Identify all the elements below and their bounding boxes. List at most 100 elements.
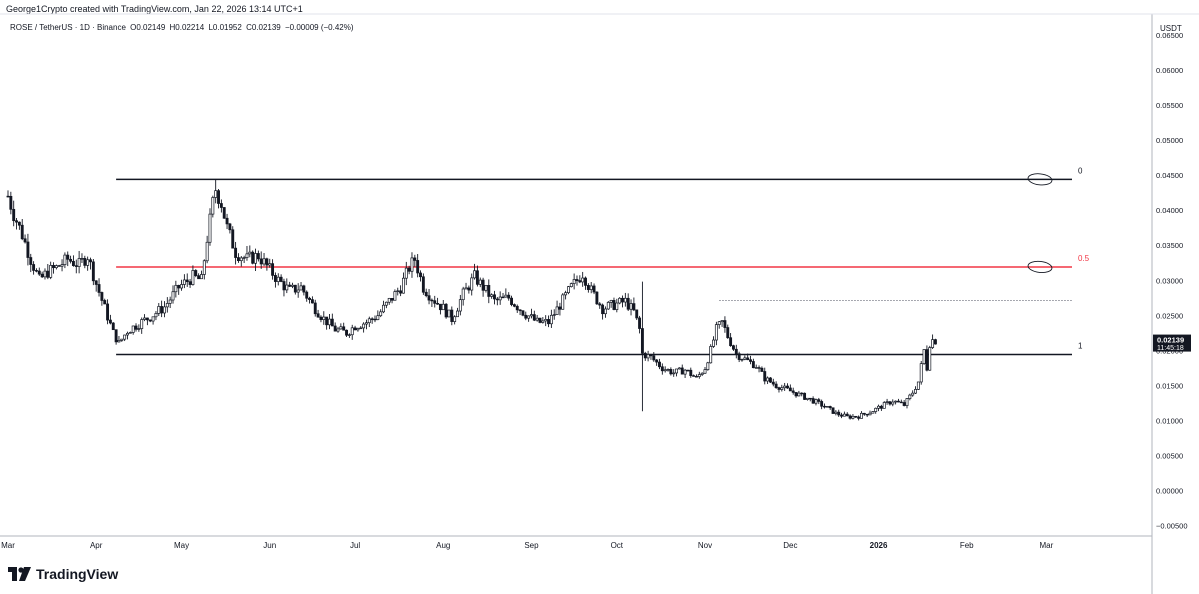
candle-body — [897, 400, 900, 403]
candle-body — [595, 291, 599, 305]
candle-body — [919, 363, 923, 383]
candle-body — [302, 285, 306, 293]
x-tick-label: Oct — [611, 541, 624, 550]
candle-body — [322, 316, 326, 320]
candle-body — [91, 261, 95, 282]
annotation-circle[interactable] — [1027, 173, 1053, 186]
candle-body — [751, 361, 755, 369]
x-tick-label: Feb — [960, 541, 974, 550]
y-tick-label: 0.02500 — [1156, 311, 1183, 320]
candle-body — [231, 229, 235, 249]
candle-body — [180, 284, 183, 289]
candle-body — [456, 310, 459, 318]
candle-body — [510, 297, 514, 305]
y-tick-label: 0.00500 — [1156, 451, 1183, 460]
candle-body — [29, 257, 33, 265]
candle-body — [811, 398, 815, 404]
candle-body — [293, 284, 297, 293]
candle-body — [268, 263, 272, 266]
candle-body — [89, 259, 92, 263]
candle-body — [840, 414, 844, 417]
candle-body — [933, 339, 937, 345]
candle-body — [393, 291, 397, 301]
candle-body — [69, 258, 73, 262]
candle-body — [421, 276, 425, 293]
candle-body — [706, 362, 710, 370]
candle-body — [15, 220, 18, 223]
candle-body — [171, 291, 175, 301]
candle-body — [316, 313, 320, 318]
fib-level-label: 0 — [1078, 166, 1083, 175]
candle-body — [544, 319, 548, 322]
candle-body — [399, 290, 403, 294]
last-price-box — [1153, 334, 1191, 352]
candle-body — [57, 265, 61, 267]
candle-body — [313, 302, 317, 315]
candle-body — [931, 339, 935, 348]
candle-body — [757, 367, 761, 369]
candle-body — [279, 276, 283, 282]
candle-body — [427, 295, 431, 301]
candle-body — [695, 375, 698, 378]
fib-levels[interactable]: 00.51 — [116, 166, 1090, 356]
candle-body — [732, 345, 735, 350]
candle-body — [441, 303, 445, 311]
annotation-circle[interactable] — [1027, 260, 1053, 274]
candle-body — [168, 299, 172, 304]
candle-body — [350, 327, 354, 336]
candle-body — [308, 297, 312, 300]
candle-body — [54, 265, 58, 269]
candle-body — [333, 325, 337, 332]
candle-body — [854, 415, 858, 418]
candle-body — [63, 254, 67, 265]
candle-body — [885, 401, 889, 403]
candle-body — [160, 306, 164, 314]
candle-body — [108, 319, 112, 324]
candle-body — [598, 303, 602, 306]
candle-body — [760, 367, 764, 372]
candle-body — [117, 340, 121, 343]
candle-body — [504, 294, 508, 298]
candle-body — [481, 279, 485, 291]
candle-body — [746, 357, 750, 361]
y-tick-label: 0.06000 — [1156, 66, 1183, 75]
candle-body — [242, 257, 246, 259]
candle-body — [586, 285, 590, 290]
candle-body — [487, 285, 491, 297]
fib-level-label: 1 — [1078, 342, 1083, 351]
candle-body — [777, 387, 781, 390]
candle-body — [675, 368, 679, 374]
candle-body — [60, 264, 64, 267]
candle-body — [697, 374, 701, 377]
candle-body — [888, 401, 892, 405]
ohlc-open: O0.02149 — [130, 23, 166, 32]
candle-body — [6, 195, 10, 198]
candle-body — [32, 264, 36, 271]
candle-body — [410, 257, 414, 272]
candle-body — [359, 327, 363, 330]
time-axis[interactable]: Mar Apr May Jun Jul Aug Sep Oct Nov Dec 2026 Feb Mar — [1, 541, 1054, 550]
candle-body — [97, 284, 101, 293]
candle-body — [717, 321, 721, 325]
candle-body — [276, 276, 280, 282]
candle-body — [700, 372, 704, 375]
candle-body — [649, 354, 653, 357]
candle-body — [197, 275, 201, 280]
candle-body — [788, 387, 792, 392]
candle-body — [814, 399, 818, 404]
candle-body — [123, 334, 127, 340]
candle-body — [379, 311, 383, 317]
candle-body — [501, 296, 505, 299]
candle-body — [552, 314, 556, 316]
candle-body — [538, 317, 542, 323]
ohlc-close: C0.02139 — [246, 23, 281, 32]
symbol-name[interactable]: ROSE / TetherUS · 1D · Binance — [10, 23, 126, 32]
candle-body — [208, 213, 212, 243]
candle-body — [669, 369, 673, 375]
candle-body — [236, 257, 240, 262]
candle-body — [618, 297, 622, 304]
candle-body — [345, 329, 348, 336]
candle-body — [23, 238, 27, 243]
